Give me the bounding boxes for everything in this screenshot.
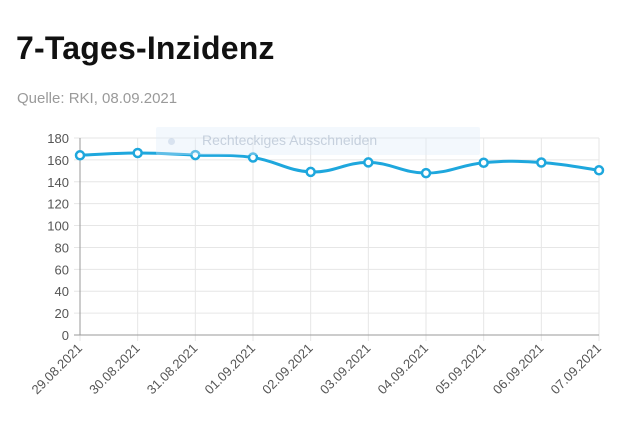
data-point[interactable] (305, 166, 316, 178)
y-tick-label: 120 (47, 197, 69, 212)
y-tick-label: 40 (55, 284, 69, 299)
data-point[interactable] (536, 157, 547, 168)
source-label: Quelle: RKI, 08.09.2021 (17, 90, 178, 107)
data-point[interactable] (478, 157, 489, 168)
y-tick-label: 0 (62, 328, 69, 343)
y-tick-label: 60 (55, 262, 69, 277)
y-tick-label: 160 (47, 153, 69, 168)
x-tick-label: 04.09.2021 (374, 341, 431, 398)
x-tick-label: 29.08.2021 (28, 341, 85, 398)
data-point[interactable] (363, 157, 374, 168)
x-tick-label: 01.09.2021 (201, 341, 258, 398)
y-tick-label: 140 (47, 175, 69, 190)
axes (74, 138, 599, 336)
series (79, 151, 600, 175)
x-tick-label: 31.08.2021 (144, 341, 201, 398)
x-tick-label: 05.09.2021 (432, 341, 489, 398)
page-title: 7-Tages-Inzidenz (16, 30, 275, 66)
data-point[interactable] (247, 152, 259, 163)
selection-overlay: Rechteckiges Ausschneiden (156, 127, 480, 155)
x-tick-label: 02.09.2021 (259, 341, 316, 398)
overlay-label: Rechteckiges Ausschneiden (202, 132, 378, 148)
y-tick-label: 20 (55, 306, 69, 321)
y-tick-label: 80 (55, 240, 69, 255)
data-point[interactable] (420, 167, 432, 179)
x-tick-label: 30.08.2021 (86, 341, 143, 398)
data-point[interactable] (132, 147, 143, 159)
y-tick-label: 100 (47, 219, 69, 234)
data-point[interactable] (593, 165, 605, 176)
x-tick-label: 07.09.2021 (547, 341, 604, 398)
data-point[interactable] (190, 149, 201, 161)
series-line (79, 151, 600, 175)
x-tick-label: 03.09.2021 (317, 341, 374, 398)
y-tick-label: 180 (47, 131, 69, 146)
x-tick-label: 06.09.2021 (490, 341, 547, 398)
y-axis-ticks: 0 20 40 60 80 100 120 140 160 180 (47, 131, 69, 343)
overlay-dot-icon (168, 138, 175, 145)
x-axis-ticks: 29.08.2021 30.08.2021 31.08.2021 01.09.2021… (28, 341, 604, 398)
data-points (74, 147, 605, 179)
data-point[interactable] (74, 150, 86, 161)
